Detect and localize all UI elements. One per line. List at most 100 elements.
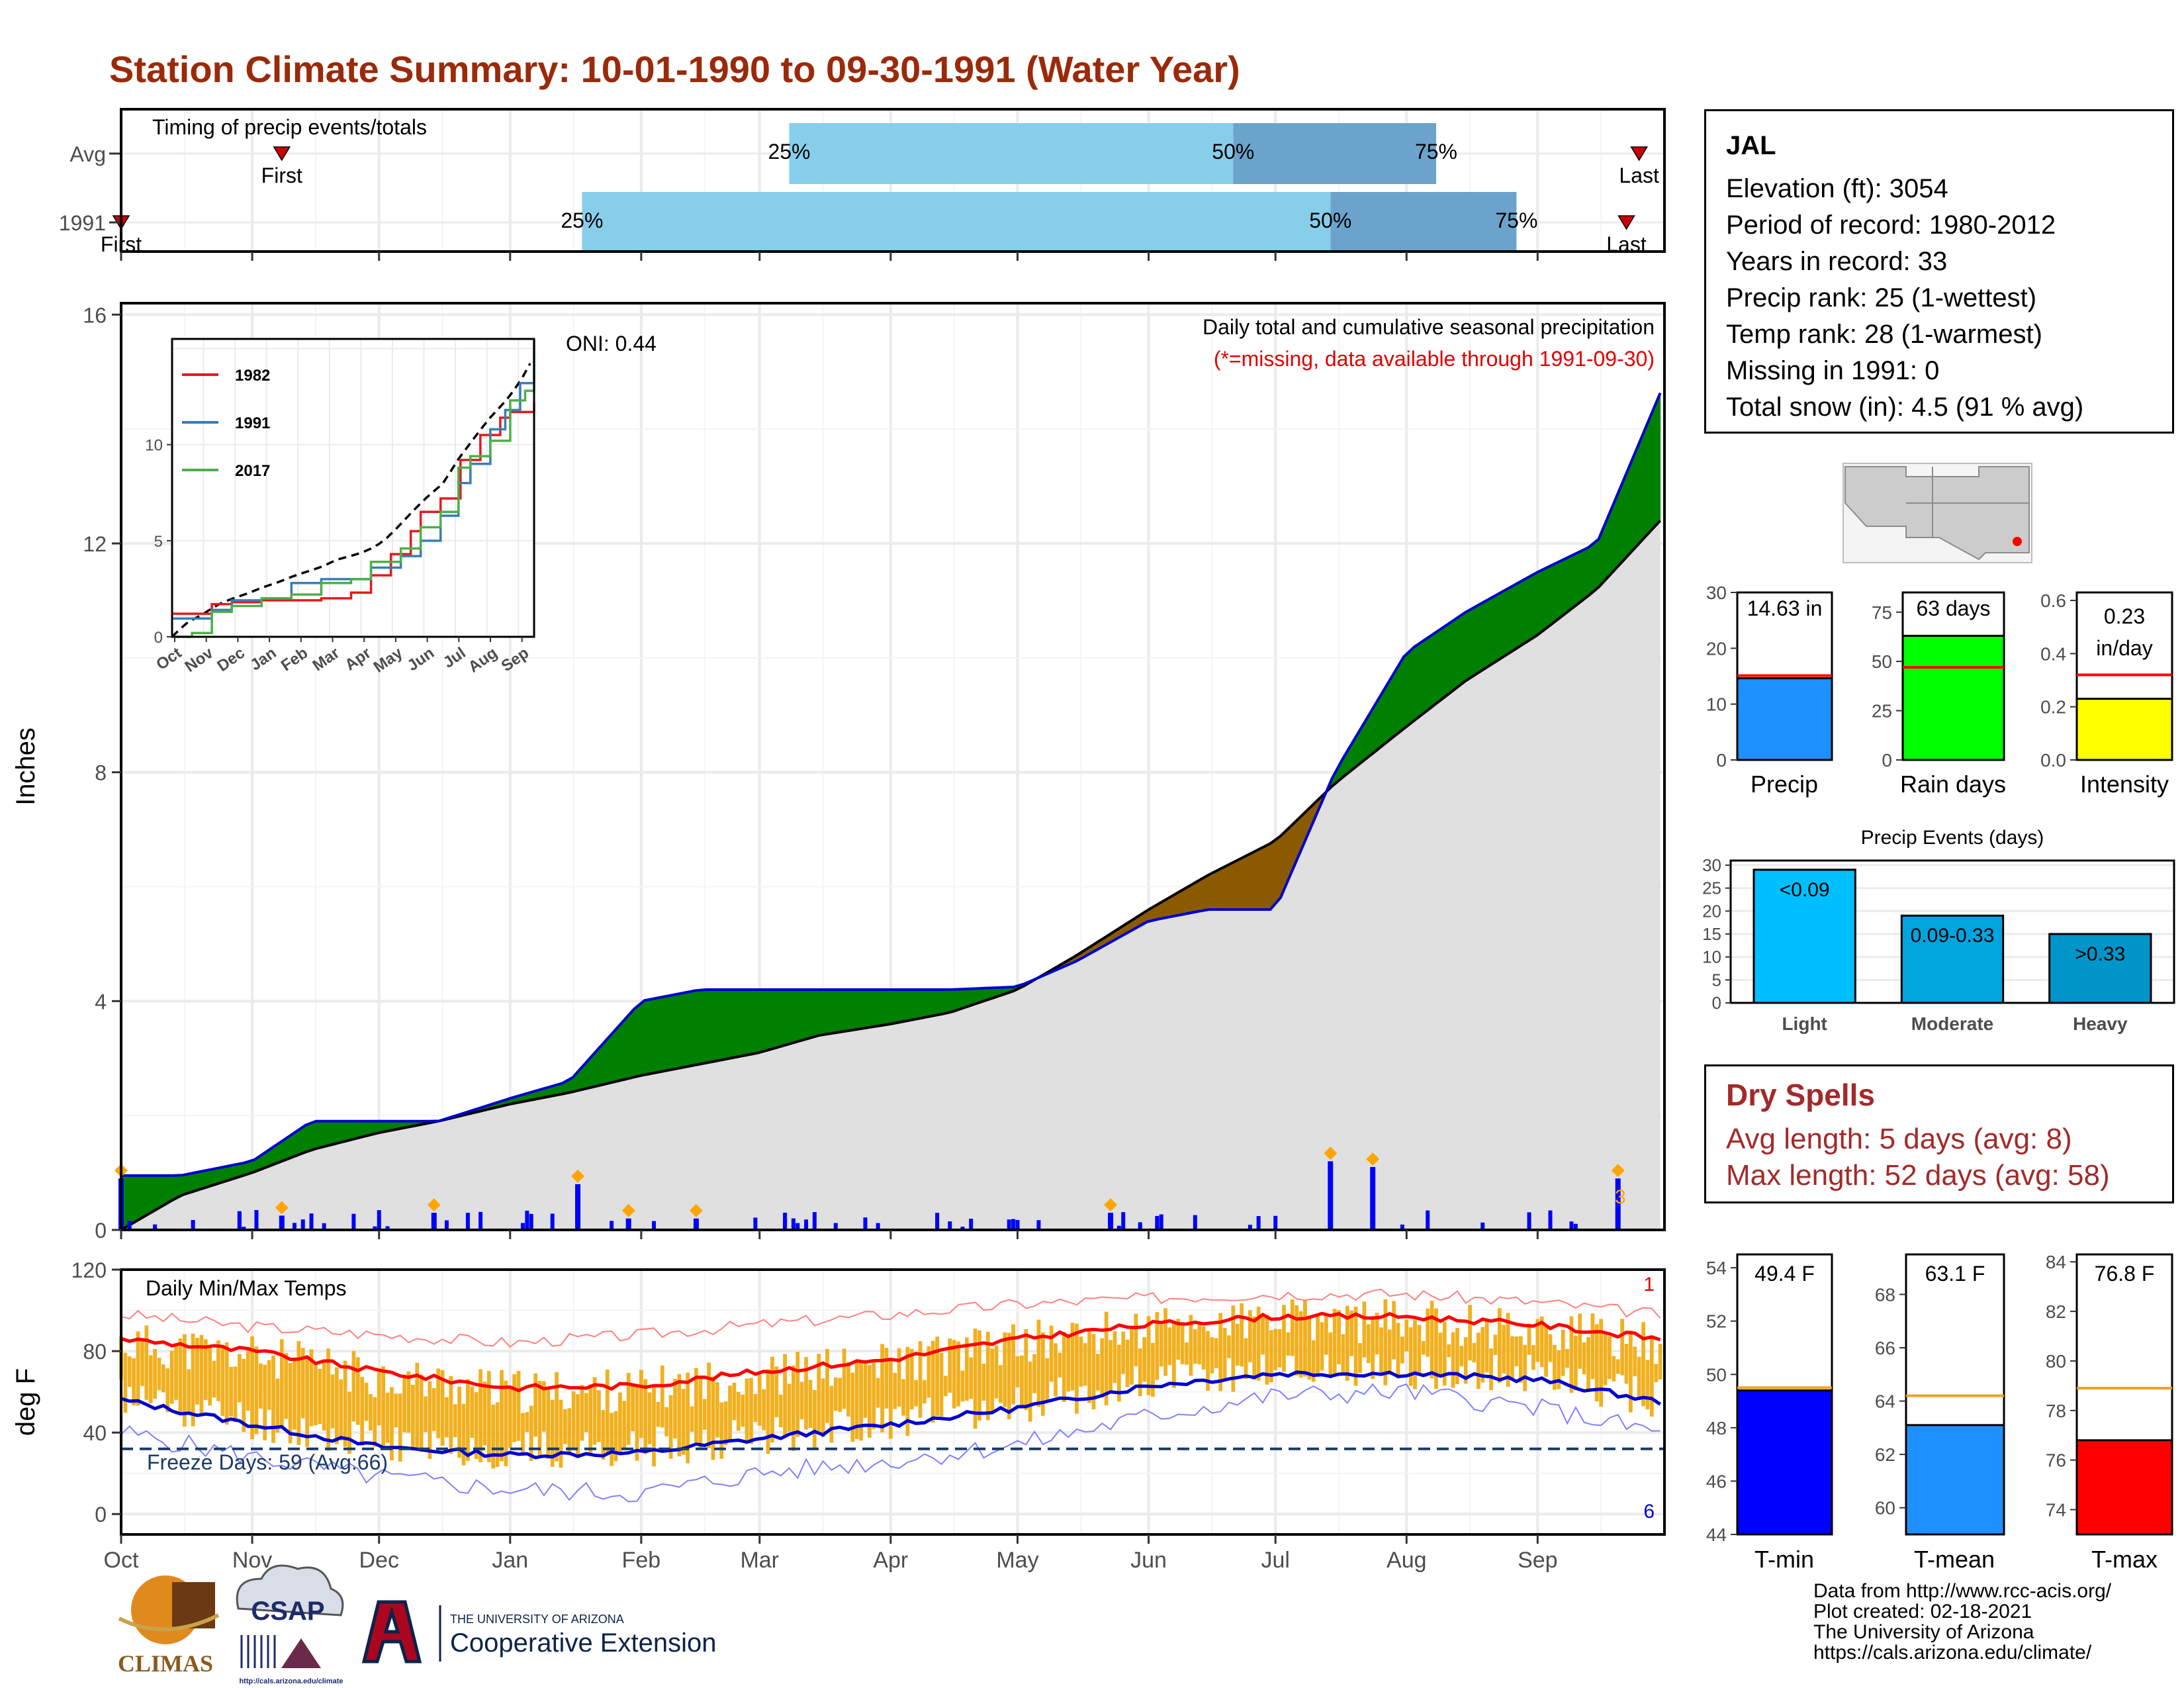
- temps-daily-bar: [305, 1358, 309, 1447]
- temps-daily-bar: [1493, 1335, 1498, 1355]
- precip-daily-bar: [525, 1210, 529, 1230]
- month-tick-label: Feb: [622, 1548, 661, 1573]
- temps-daily-bar: [1201, 1326, 1206, 1370]
- temps-daily-bar: [1134, 1313, 1138, 1366]
- temps-daily-bar: [1130, 1328, 1134, 1385]
- credits: Data from http://www.rcc-acis.org/ Plot …: [1813, 1581, 2111, 1663]
- temps-daily-bar: [495, 1402, 500, 1467]
- timing-q75-label: 75%: [1495, 209, 1537, 232]
- temps-daily-bar: [846, 1362, 850, 1417]
- temps-daily-bar: [1553, 1344, 1557, 1390]
- temps-daily-bar: [994, 1345, 999, 1399]
- precip-above-average-fill: [1516, 577, 1527, 649]
- temps-daily-bar: [571, 1391, 576, 1450]
- precip-subtitle: (*=missing, data available through 1991-…: [1214, 347, 1655, 371]
- temps-daily-bar: [1332, 1309, 1337, 1376]
- tmax-y-tick-label: 80: [2046, 1351, 2066, 1372]
- temps-daily-bar: [766, 1369, 770, 1454]
- precip-daily-bar: [1116, 1225, 1121, 1230]
- temps-daily-bar: [339, 1379, 343, 1441]
- temps-daily-bar: [1054, 1343, 1058, 1397]
- temps-daily-bar: [876, 1378, 880, 1408]
- temps-daily-bar: [1615, 1359, 1620, 1374]
- precip-above-average-fill: [880, 989, 891, 1026]
- precip-above-average-fill: [1403, 646, 1415, 729]
- timing-bar-q25-q50: [582, 192, 1331, 253]
- temps-daily-bar: [182, 1334, 187, 1427]
- temps-daily-bar: [1544, 1325, 1548, 1377]
- temps-daily-bar: [1629, 1330, 1633, 1413]
- precip-above-average-fill: [654, 996, 666, 1074]
- month-tick-label: Aug: [1387, 1548, 1427, 1573]
- precip-above-average-fill: [1578, 547, 1589, 604]
- temps-record-max-line: [120, 1288, 1661, 1348]
- temps-daily-bar: [161, 1364, 165, 1393]
- temps-daily-bar: [1146, 1316, 1151, 1395]
- temps-daily-bar: [985, 1331, 990, 1421]
- precip-above-average-fill: [1475, 600, 1486, 675]
- temps-daily-bar: [178, 1338, 183, 1413]
- precip-daily-bar: [833, 1223, 838, 1230]
- precip-daily-bar: [804, 1219, 809, 1230]
- temps-daily-bar: [1599, 1319, 1604, 1407]
- precip-above-average-fill: [767, 989, 778, 1051]
- temps-daily-bar: [1489, 1348, 1493, 1390]
- temps-daily-bar: [1032, 1354, 1036, 1393]
- tmax-y-tick-label: 82: [2046, 1301, 2066, 1322]
- precip-y-tick-label: 20: [1706, 638, 1727, 659]
- temps-daily-bar: [719, 1402, 724, 1459]
- temps-daily-bar: [424, 1396, 428, 1432]
- precip-title: Daily total and cumulative seasonal prec…: [1203, 315, 1655, 339]
- temps-daily-bar: [504, 1380, 508, 1466]
- temps-daily-bar: [1379, 1327, 1383, 1373]
- temps-daily-bar: [880, 1344, 884, 1432]
- timing-first-label: First: [261, 164, 302, 187]
- temps-daily-bar: [690, 1406, 694, 1432]
- temps-daily-bar: [242, 1358, 246, 1432]
- temps-daily-bar: [1036, 1319, 1041, 1407]
- tmean-y-tick-label: 66: [1875, 1338, 1895, 1358]
- precip-daily-bar: [1426, 1210, 1430, 1230]
- temps-daily-bar: [897, 1348, 901, 1407]
- tmean-axis-label: T-mean: [1914, 1546, 1995, 1573]
- precip-event-marker: [1104, 1198, 1118, 1212]
- temps-daily-bar: [1400, 1336, 1404, 1364]
- temps-daily-bar: [440, 1370, 445, 1446]
- temps-daily-bar: [749, 1378, 753, 1444]
- temps-daily-bar: [1256, 1306, 1261, 1381]
- precip-y-tick-label: 8: [95, 761, 107, 785]
- precip-daily-bar: [1015, 1220, 1020, 1230]
- temps-daily-bar: [838, 1378, 842, 1412]
- temps-daily-bar: [1451, 1332, 1455, 1388]
- precip-above-average-fill: [839, 989, 850, 1033]
- precip-daily-bar: [1248, 1225, 1252, 1230]
- temps-daily-bar: [825, 1348, 829, 1423]
- temps-daily-bar: [533, 1373, 538, 1437]
- precip-above-average-fill: [705, 989, 717, 1064]
- temps-daily-bar: [1430, 1300, 1434, 1379]
- temps-daily-bar: [398, 1393, 402, 1462]
- temps-daily-bar: [1362, 1301, 1367, 1358]
- tmin-y-tick-label: 54: [1706, 1258, 1727, 1278]
- temps-daily-bar: [1531, 1345, 1535, 1370]
- temps-daily-bar: [521, 1413, 525, 1456]
- intensity-y-tick-label: 0.4: [2040, 643, 2066, 664]
- temps-daily-bar: [1345, 1305, 1349, 1381]
- temps-daily-bar: [466, 1379, 470, 1461]
- precip-daily-bar: [791, 1218, 796, 1230]
- events-y-tick-label: 0: [1712, 993, 1721, 1013]
- temps-daily-bar: [1045, 1358, 1050, 1401]
- station-temp-rank: Temp rank: 28 (1-warmest): [1726, 320, 2042, 349]
- temps-daily-bar: [1447, 1344, 1451, 1358]
- temps-daily-bar: [428, 1381, 432, 1459]
- month-tick-label: Apr: [873, 1548, 908, 1573]
- temps-daily-bar: [1176, 1319, 1181, 1360]
- temps-daily-bar: [1261, 1317, 1265, 1355]
- temps-daily-bar: [537, 1381, 542, 1458]
- credit-url: https://cals.arizona.edu/climate/: [1813, 1642, 2092, 1664]
- temps-y-tick-label: 0: [95, 1503, 107, 1526]
- temps-daily-bar: [220, 1346, 225, 1416]
- temps-daily-bar: [610, 1413, 614, 1466]
- temps-daily-bar: [673, 1378, 677, 1439]
- precip-y-tick-label: 4: [95, 990, 107, 1013]
